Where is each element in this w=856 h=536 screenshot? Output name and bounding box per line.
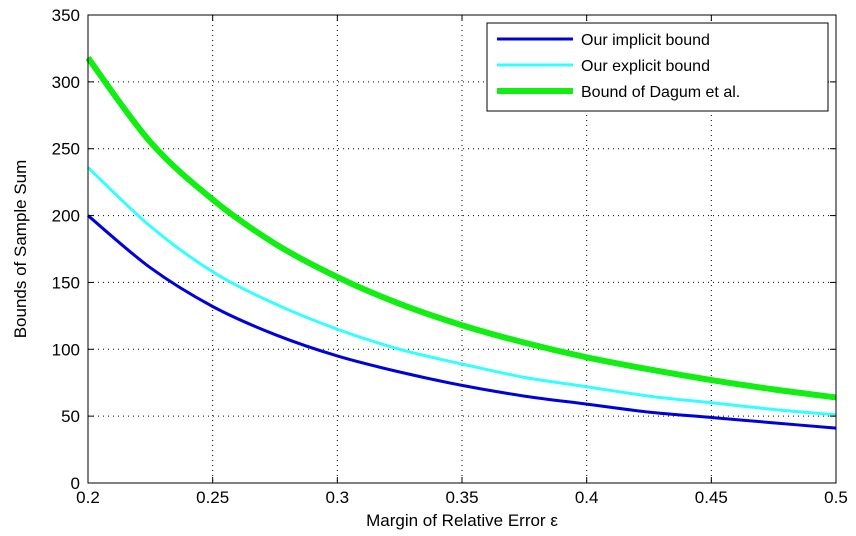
y-tick-label: 150 [52,273,80,292]
y-tick-label: 250 [52,140,80,159]
series-line-2 [86,166,837,417]
y-tick-label: 0 [71,474,80,493]
x-axis-label: Margin of Relative Error ε [366,511,558,530]
y-tick-label: 200 [52,207,80,226]
y-tick-label: 350 [52,6,80,25]
x-tick-label: 0.3 [326,488,350,507]
y-tick-label: 50 [61,407,80,426]
x-tick-label: 0.35 [445,488,478,507]
legend: Our implicit bound Our explicit bound Boun… [486,22,829,112]
y-axis-label: Bounds of Sample Sum [11,160,30,339]
x-tick-label: 0.2 [76,488,100,507]
legend-label: Our explicit bound [581,58,710,75]
y-tick-label: 300 [52,73,80,92]
series-line-3 [85,56,837,401]
x-tick-label: 0.25 [196,488,229,507]
series-layer [85,56,837,430]
x-tick-label: 0.5 [824,488,848,507]
legend-label: Our implicit bound [581,32,710,49]
x-tick-label: 0.4 [575,488,599,507]
y-tick-label: 100 [52,340,80,359]
legend-label: Bound of Dagum et al. [581,84,740,101]
axis-ticks [87,14,837,484]
series-line-1 [87,214,837,430]
x-tick-label: 0.45 [695,488,728,507]
tick-labels: 0.2 0.25 0.3 0.35 0.4 0.45 0.5 0 50 100 150 200 250 3… [52,6,848,507]
